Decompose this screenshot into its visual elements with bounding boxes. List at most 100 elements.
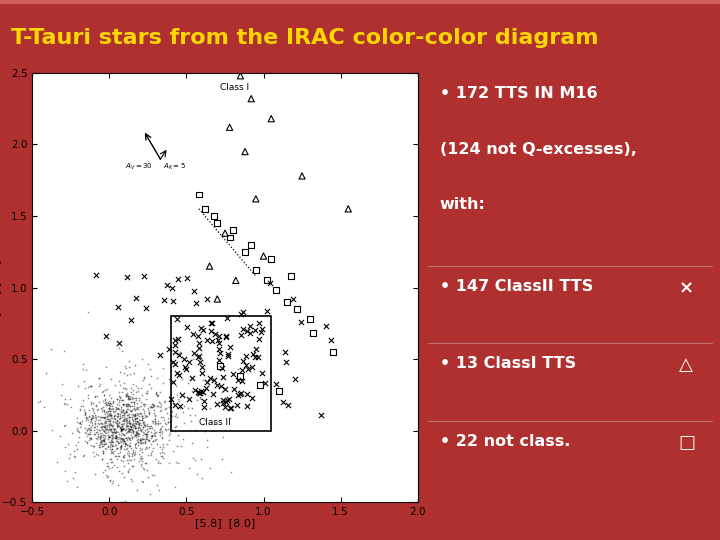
- Point: [100, 424, 112, 433]
- Point: [186, 404, 198, 413]
- Point: [167, 447, 179, 455]
- Point: [139, 437, 150, 446]
- Point: [138, 413, 149, 422]
- Point: [123, 435, 135, 444]
- Point: [99, 424, 110, 433]
- Point: [137, 435, 148, 443]
- Point: [111, 430, 122, 439]
- Point: [255, 381, 266, 389]
- Point: [197, 326, 209, 335]
- Point: [129, 431, 140, 440]
- Point: [101, 462, 112, 470]
- Point: [173, 274, 184, 283]
- Point: [140, 432, 151, 441]
- Point: [132, 429, 143, 438]
- Point: [259, 378, 271, 387]
- Point: [127, 433, 138, 442]
- Point: [130, 426, 141, 435]
- Point: [89, 411, 101, 420]
- Point: [108, 414, 120, 423]
- Point: [163, 403, 175, 411]
- Point: [120, 408, 132, 417]
- Point: [173, 333, 184, 341]
- Point: [236, 366, 248, 375]
- Point: [118, 410, 130, 419]
- Point: [104, 445, 116, 454]
- Point: [114, 442, 126, 450]
- Point: [84, 426, 96, 434]
- Point: [121, 419, 132, 428]
- Point: [240, 352, 251, 360]
- Point: [123, 394, 135, 403]
- Point: [106, 462, 117, 471]
- Point: [110, 444, 122, 453]
- Point: [22, 413, 34, 421]
- Point: [112, 455, 123, 463]
- Point: [129, 430, 140, 439]
- Point: [140, 395, 151, 404]
- Point: [126, 452, 138, 461]
- Point: [119, 414, 130, 422]
- Point: [253, 335, 265, 343]
- Point: [121, 391, 132, 400]
- Point: [148, 444, 159, 453]
- Point: [122, 456, 133, 465]
- Point: [87, 448, 99, 456]
- Point: [149, 415, 161, 423]
- Point: [150, 390, 162, 399]
- Point: [111, 462, 122, 471]
- Point: [122, 450, 134, 459]
- Point: [151, 480, 163, 489]
- Point: [343, 205, 354, 213]
- Point: [148, 401, 160, 410]
- Point: [136, 411, 148, 420]
- Point: [143, 443, 154, 451]
- Point: [154, 418, 166, 427]
- Point: [232, 364, 243, 373]
- Point: [105, 404, 117, 413]
- Point: [99, 428, 110, 436]
- Point: [114, 400, 125, 409]
- Point: [220, 397, 232, 406]
- Point: [143, 409, 155, 418]
- Point: [112, 409, 124, 418]
- Point: [105, 436, 117, 444]
- Point: [136, 435, 148, 443]
- Point: [86, 423, 97, 431]
- Point: [125, 434, 136, 442]
- Point: [107, 511, 119, 519]
- Point: [104, 399, 115, 408]
- Point: [138, 373, 150, 381]
- Point: [101, 415, 112, 423]
- Point: [104, 417, 116, 426]
- Point: [140, 442, 152, 451]
- Point: [123, 413, 135, 421]
- Point: [163, 375, 175, 383]
- Point: [91, 425, 103, 434]
- Point: [145, 450, 157, 459]
- Point: [127, 426, 138, 435]
- Point: [122, 400, 134, 408]
- Point: [101, 400, 112, 409]
- Point: [132, 438, 144, 447]
- Point: [89, 429, 100, 438]
- Point: [160, 403, 171, 412]
- Point: [94, 440, 106, 448]
- Point: [235, 388, 247, 397]
- Point: [104, 409, 116, 418]
- Point: [93, 443, 104, 451]
- Point: [129, 415, 140, 424]
- Point: [184, 357, 195, 366]
- Point: [96, 455, 107, 464]
- Point: [129, 448, 140, 457]
- Point: [114, 414, 125, 422]
- Point: [171, 368, 183, 377]
- Point: [74, 417, 86, 426]
- Point: [155, 451, 166, 460]
- Point: [117, 406, 129, 415]
- Point: [104, 399, 116, 408]
- Point: [97, 431, 109, 440]
- Point: [103, 396, 114, 405]
- Point: [131, 418, 143, 427]
- Point: [79, 383, 91, 392]
